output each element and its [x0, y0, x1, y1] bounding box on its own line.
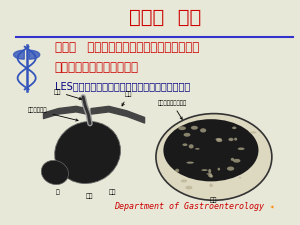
Ellipse shape: [182, 143, 188, 146]
Ellipse shape: [181, 179, 187, 182]
Ellipse shape: [186, 162, 194, 164]
Ellipse shape: [238, 147, 244, 150]
Ellipse shape: [231, 158, 234, 161]
Ellipse shape: [201, 169, 208, 171]
Text: Department of Gastroenterology: Department of Gastroenterology: [114, 202, 264, 211]
Text: LES、膈肌脚、膈食管韧带、食管与胃之间的锐角: LES、膈肌脚、膈食管韧带、食管与胃之间的锐角: [55, 81, 190, 91]
Ellipse shape: [208, 169, 211, 173]
Text: 第一章  总论: 第一章 总论: [129, 8, 201, 27]
Ellipse shape: [195, 148, 200, 150]
Ellipse shape: [200, 128, 206, 133]
Ellipse shape: [184, 133, 190, 137]
Text: 正常: 正常: [85, 194, 93, 199]
Ellipse shape: [227, 166, 234, 171]
Ellipse shape: [55, 122, 121, 184]
Text: 食管: 食管: [53, 89, 82, 100]
Polygon shape: [29, 50, 40, 59]
Ellipse shape: [189, 144, 194, 148]
Text: 胃: 胃: [56, 189, 60, 195]
Ellipse shape: [210, 175, 213, 178]
Ellipse shape: [216, 139, 222, 142]
Ellipse shape: [215, 138, 222, 141]
Ellipse shape: [233, 159, 240, 163]
Ellipse shape: [239, 177, 241, 178]
Text: 第一节   常见疾病相关的消化生理、生化功能: 第一节 常见疾病相关的消化生理、生化功能: [55, 41, 199, 54]
Ellipse shape: [218, 168, 220, 171]
Ellipse shape: [206, 173, 212, 175]
Text: 反流: 反流: [210, 198, 218, 203]
Circle shape: [156, 114, 272, 200]
Ellipse shape: [175, 169, 179, 172]
Ellipse shape: [41, 160, 68, 184]
Text: 贲门: 贲门: [109, 189, 117, 195]
Circle shape: [156, 114, 272, 200]
Text: 食管下端的肌肉组织: 食管下端的肌肉组织: [158, 100, 187, 119]
Text: 膈肌: 膈肌: [122, 91, 132, 106]
Ellipse shape: [178, 126, 186, 130]
Text: 食管下端的肌: 食管下端的肌: [28, 108, 78, 121]
Ellipse shape: [250, 131, 256, 133]
Ellipse shape: [208, 174, 212, 177]
Ellipse shape: [234, 138, 237, 141]
Ellipse shape: [228, 138, 233, 141]
Text: 生理性食管抗反流防御机制: 生理性食管抗反流防御机制: [55, 61, 139, 74]
Polygon shape: [14, 50, 24, 59]
Ellipse shape: [232, 126, 236, 129]
Ellipse shape: [209, 183, 213, 187]
Ellipse shape: [185, 186, 193, 189]
Polygon shape: [270, 205, 273, 209]
Ellipse shape: [164, 119, 259, 181]
Ellipse shape: [191, 126, 198, 130]
